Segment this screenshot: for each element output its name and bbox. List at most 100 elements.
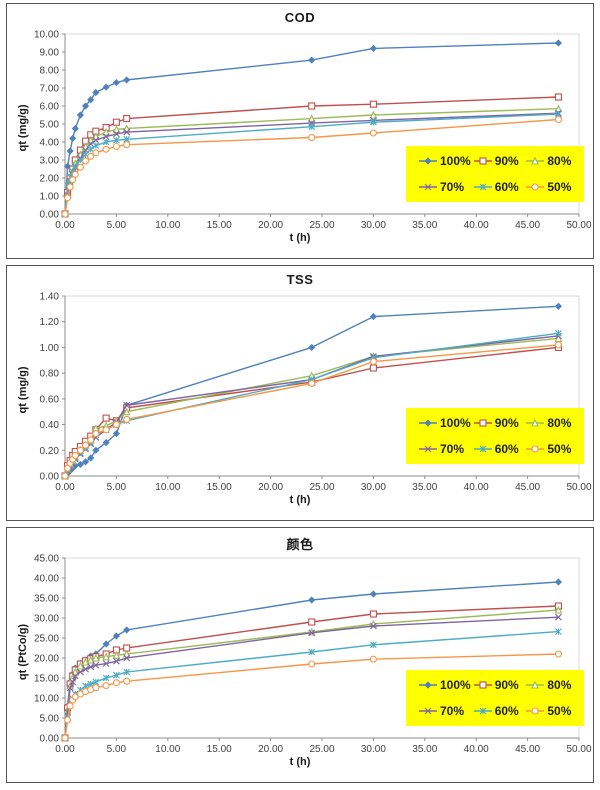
cod-plot: 0.00 1.00 2.00 3.00 4.00 5.00 6.00 7.00 8.00 9.00… — [34, 30, 592, 232]
x-tick-label: 45.00 — [515, 744, 540, 755]
y-tick-label: 0.00 — [40, 734, 60, 745]
marker-diamond — [112, 79, 120, 87]
legend-label: 70% — [440, 180, 465, 194]
marker-x — [113, 657, 120, 665]
legend-label: 50% — [547, 704, 572, 718]
marker-triangle — [112, 125, 121, 133]
marker-star — [123, 668, 131, 676]
marker-triangle — [531, 418, 540, 427]
marker-diamond — [369, 590, 377, 598]
marker-circle — [61, 472, 69, 480]
marker-circle — [531, 707, 539, 715]
y-tick-label: 20.00 — [34, 654, 59, 665]
y-tick-label: 45.00 — [34, 554, 59, 565]
legend-label: 70% — [440, 442, 465, 456]
legend-label: 70% — [440, 704, 465, 718]
marker-square — [369, 100, 377, 108]
marker-circle — [531, 183, 539, 191]
marker-circle — [308, 379, 316, 387]
y-tick-label: 6.00 — [40, 102, 60, 113]
y-tick-label: 15.00 — [34, 674, 59, 685]
x-tick-label: 45.00 — [515, 482, 540, 493]
marker-square — [479, 681, 487, 689]
x-tick-label: 50.00 — [566, 744, 591, 755]
x-axis-ticks: 0.00 5.00 10.00 15.00 20.00 25.00 30.00 35.00 40… — [55, 738, 592, 755]
marker-triangle — [307, 114, 316, 123]
y-tick-label: 9.00 — [40, 48, 60, 59]
marker-star — [113, 671, 120, 679]
x-tick-label: 0.00 — [55, 220, 75, 231]
marker-diamond — [424, 681, 432, 689]
marker-circle — [61, 734, 69, 742]
y-tick-label: 40.00 — [34, 574, 59, 585]
x-tick-label: 10.00 — [155, 482, 180, 493]
color-plot: 0.00 5.00 10.00 15.00 20.00 25.00 30.00 35.00 40… — [34, 554, 592, 756]
marker-diamond — [87, 96, 95, 104]
marker-circle — [71, 451, 79, 459]
y-tick-label: 1.40 — [40, 292, 60, 303]
marker-diamond — [112, 632, 120, 640]
marker-circle — [82, 157, 90, 165]
series-60% — [61, 110, 562, 218]
marker-circle — [64, 194, 72, 202]
marker-diamond — [308, 596, 316, 604]
marker-square — [479, 419, 487, 427]
marker-x — [69, 678, 77, 686]
marker-x — [370, 622, 377, 630]
y-tick-label: 0.20 — [40, 446, 60, 457]
legend-marker-triangle-icon — [526, 680, 545, 689]
x-tick-label: 40.00 — [464, 482, 489, 493]
marker-x — [308, 629, 316, 637]
x-tick-label: 15.00 — [207, 482, 232, 493]
legend-label: 50% — [547, 442, 572, 456]
x-tick-label: 10.00 — [155, 744, 180, 755]
x-tick-label: 25.00 — [309, 220, 334, 231]
marker-circle — [308, 133, 316, 142]
x-tick-label: 5.00 — [107, 744, 127, 755]
marker-circle — [92, 149, 100, 157]
marker-diamond — [424, 419, 432, 427]
y-tick-label: 2.00 — [40, 174, 60, 185]
marker-diamond — [424, 157, 432, 165]
legend-marker-diamond-icon — [419, 419, 437, 427]
marker-diamond — [369, 313, 377, 321]
marker-circle — [308, 660, 316, 668]
marker-star — [308, 648, 316, 656]
marker-triangle — [76, 661, 85, 670]
tss-plot: 0.00 0.20 0.40 0.60 0.80 1.00 1.20 1.40 0.00 5.00… — [40, 292, 592, 494]
marker-circle — [102, 682, 110, 690]
legend-item-100%: 100% — [418, 678, 471, 692]
legend-marker-circle-icon — [526, 445, 545, 453]
y-tick-label: 7.00 — [40, 84, 60, 95]
marker-triangle — [122, 407, 131, 416]
marker-star — [370, 118, 377, 126]
legend-label: 100% — [440, 416, 471, 430]
marker-star — [102, 674, 110, 682]
marker-diamond — [554, 302, 563, 310]
chart-title-color: 颜色 — [286, 537, 314, 552]
legend-item-100%: 100% — [418, 154, 471, 168]
marker-square — [102, 414, 110, 422]
marker-triangle — [102, 652, 111, 661]
marker-triangle — [91, 653, 100, 662]
marker-diamond — [554, 39, 563, 47]
cod-x-axis-label: t (h) — [289, 232, 311, 244]
marker-triangle — [554, 605, 563, 614]
marker-diamond — [76, 460, 84, 468]
legend-marker-diamond-icon — [419, 157, 437, 165]
legend-item-90%: 90% — [473, 416, 524, 430]
y-tick-label: 0.40 — [40, 420, 60, 431]
legend-marker-star-icon — [473, 445, 492, 453]
marker-diamond — [81, 102, 90, 110]
chart-title-cod: COD — [284, 10, 316, 25]
x-tick-label: 25.00 — [309, 744, 334, 755]
x-tick-label: 20.00 — [258, 220, 283, 231]
marker-diamond — [92, 446, 100, 454]
x-tick-label: 15.00 — [207, 744, 232, 755]
marker-circle — [82, 441, 90, 449]
marker-triangle — [369, 110, 378, 119]
legend-label: 100% — [440, 678, 471, 692]
legend-label: 60% — [494, 442, 519, 456]
legend-item-80%: 80% — [525, 416, 576, 430]
marker-diamond — [81, 458, 90, 466]
